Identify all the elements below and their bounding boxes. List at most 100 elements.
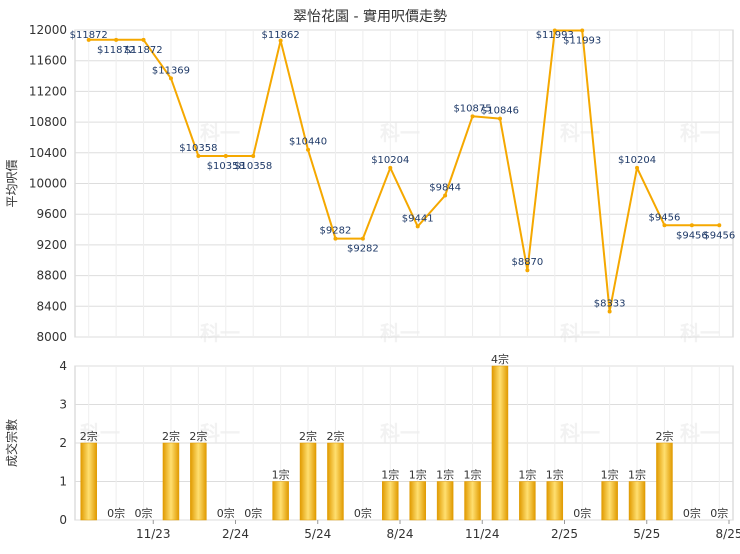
price-point [223, 154, 228, 159]
price-data-label: $11872 [124, 45, 162, 56]
price-point [580, 28, 585, 33]
volume-data-label: 1宗 [601, 468, 619, 482]
x-tick-label: 5/25 [633, 527, 660, 541]
price-y-tick-label: 8800 [36, 269, 67, 283]
volume-data-label: 1宗 [409, 468, 427, 482]
price-data-label: $11862 [262, 30, 300, 41]
volume-bar [162, 442, 180, 521]
price-y-tick-label: 8000 [36, 330, 67, 344]
price-data-label: $10204 [371, 155, 409, 166]
price-data-label: $10204 [618, 155, 656, 166]
x-tick-label: 5/24 [304, 527, 331, 541]
volume-bar [190, 442, 207, 521]
price-data-label: $11872 [97, 45, 135, 56]
volume-bar [464, 481, 481, 521]
volume-data-label: 0宗 [244, 506, 262, 520]
volume-bar [601, 481, 618, 521]
price-point [470, 114, 475, 119]
volume-y-tick-label: 2 [59, 436, 67, 450]
volume-data-label: 1宗 [628, 468, 646, 482]
price-data-label: $9456 [676, 230, 708, 241]
volume-bar [272, 481, 289, 521]
price-y-axis-label: 平均呎價 [5, 159, 19, 207]
price-point [86, 37, 91, 42]
volume-data-label: 2宗 [162, 429, 180, 443]
price-point [635, 165, 640, 170]
price-point [251, 154, 256, 159]
volume-bar [327, 442, 344, 521]
volume-data-label: 2宗 [299, 429, 317, 443]
watermark-text: 科一 [560, 321, 600, 345]
volume-bar [409, 481, 426, 521]
volume-data-label: 1宗 [272, 468, 290, 482]
volume-bar [546, 481, 564, 521]
volume-bar [299, 442, 317, 521]
volume-bar [80, 442, 97, 521]
volume-data-label: 0宗 [710, 506, 728, 520]
price-point [306, 147, 311, 152]
price-point [141, 37, 146, 42]
price-y-tick-label: 11600 [29, 54, 67, 68]
price-data-label: $11993 [536, 30, 574, 41]
volume-data-label: 2宗 [326, 429, 344, 443]
watermark-text: 科一 [200, 121, 240, 145]
price-point [662, 223, 667, 228]
price-point [360, 236, 365, 241]
volume-data-label: 0宗 [135, 506, 153, 520]
volume-data-label: 0宗 [683, 506, 701, 520]
x-tick-label: 8/25 [716, 527, 740, 541]
price-data-label: $9456 [649, 212, 681, 223]
volume-data-label: 1宗 [464, 468, 482, 482]
volume-data-label: 1宗 [546, 468, 564, 482]
price-y-tick-label: 10800 [29, 115, 67, 129]
price-data-label: $10846 [481, 106, 519, 117]
volume-bar [628, 481, 646, 521]
volume-y-tick-label: 4 [59, 359, 67, 373]
watermark-text: 科一 [380, 321, 420, 345]
price-y-tick-label: 9600 [36, 207, 67, 221]
price-data-label: $10358 [207, 161, 245, 172]
price-y-tick-label: 8400 [36, 299, 67, 313]
volume-bar [436, 481, 454, 521]
volume-data-label: 1宗 [381, 468, 399, 482]
x-tick-label: 8/24 [387, 527, 414, 541]
price-data-label: $8333 [594, 298, 626, 309]
price-point [443, 193, 448, 198]
volume-data-label: 2宗 [80, 429, 98, 443]
watermark-text: 科一 [560, 421, 600, 445]
volume-data-label: 0宗 [354, 506, 372, 520]
watermark-text: 科一 [200, 421, 240, 445]
x-tick-label: 11/23 [136, 527, 171, 541]
price-data-label: $9441 [402, 213, 434, 224]
watermark-text: 科一 [80, 421, 120, 445]
volume-data-label: 1宗 [436, 468, 454, 482]
watermark-text: 科一 [680, 121, 720, 145]
volume-y-axis-label: 成交宗數 [4, 419, 19, 467]
volume-data-label: 4宗 [491, 352, 509, 366]
volume-bar [491, 365, 509, 521]
volume-data-label: 0宗 [217, 506, 235, 520]
watermark-text: 科一 [380, 421, 420, 445]
price-point [388, 165, 393, 170]
price-data-label: $10358 [179, 143, 217, 154]
price-data-label: $9282 [347, 244, 379, 255]
volume-y-tick-label: 0 [59, 513, 67, 527]
price-point [114, 37, 119, 42]
price-data-label: $11993 [563, 36, 601, 47]
price-data-label: $11369 [152, 65, 190, 76]
price-y-tick-label: 10400 [29, 146, 67, 160]
chart-title: 翠怡花園 - 實用呎價走勢 [293, 8, 447, 25]
volume-bar [382, 481, 399, 521]
price-point [525, 268, 530, 273]
volume-y-tick-label: 3 [59, 398, 67, 412]
price-point [552, 28, 557, 33]
volume-bar [519, 481, 536, 521]
x-tick-label: 2/25 [551, 527, 578, 541]
price-y-tick-label: 11200 [29, 84, 67, 98]
volume-data-label: 0宗 [107, 506, 125, 520]
volume-data-label: 2宗 [655, 429, 673, 443]
watermark-text: 科一 [200, 321, 240, 345]
price-data-label: $8870 [511, 257, 543, 268]
